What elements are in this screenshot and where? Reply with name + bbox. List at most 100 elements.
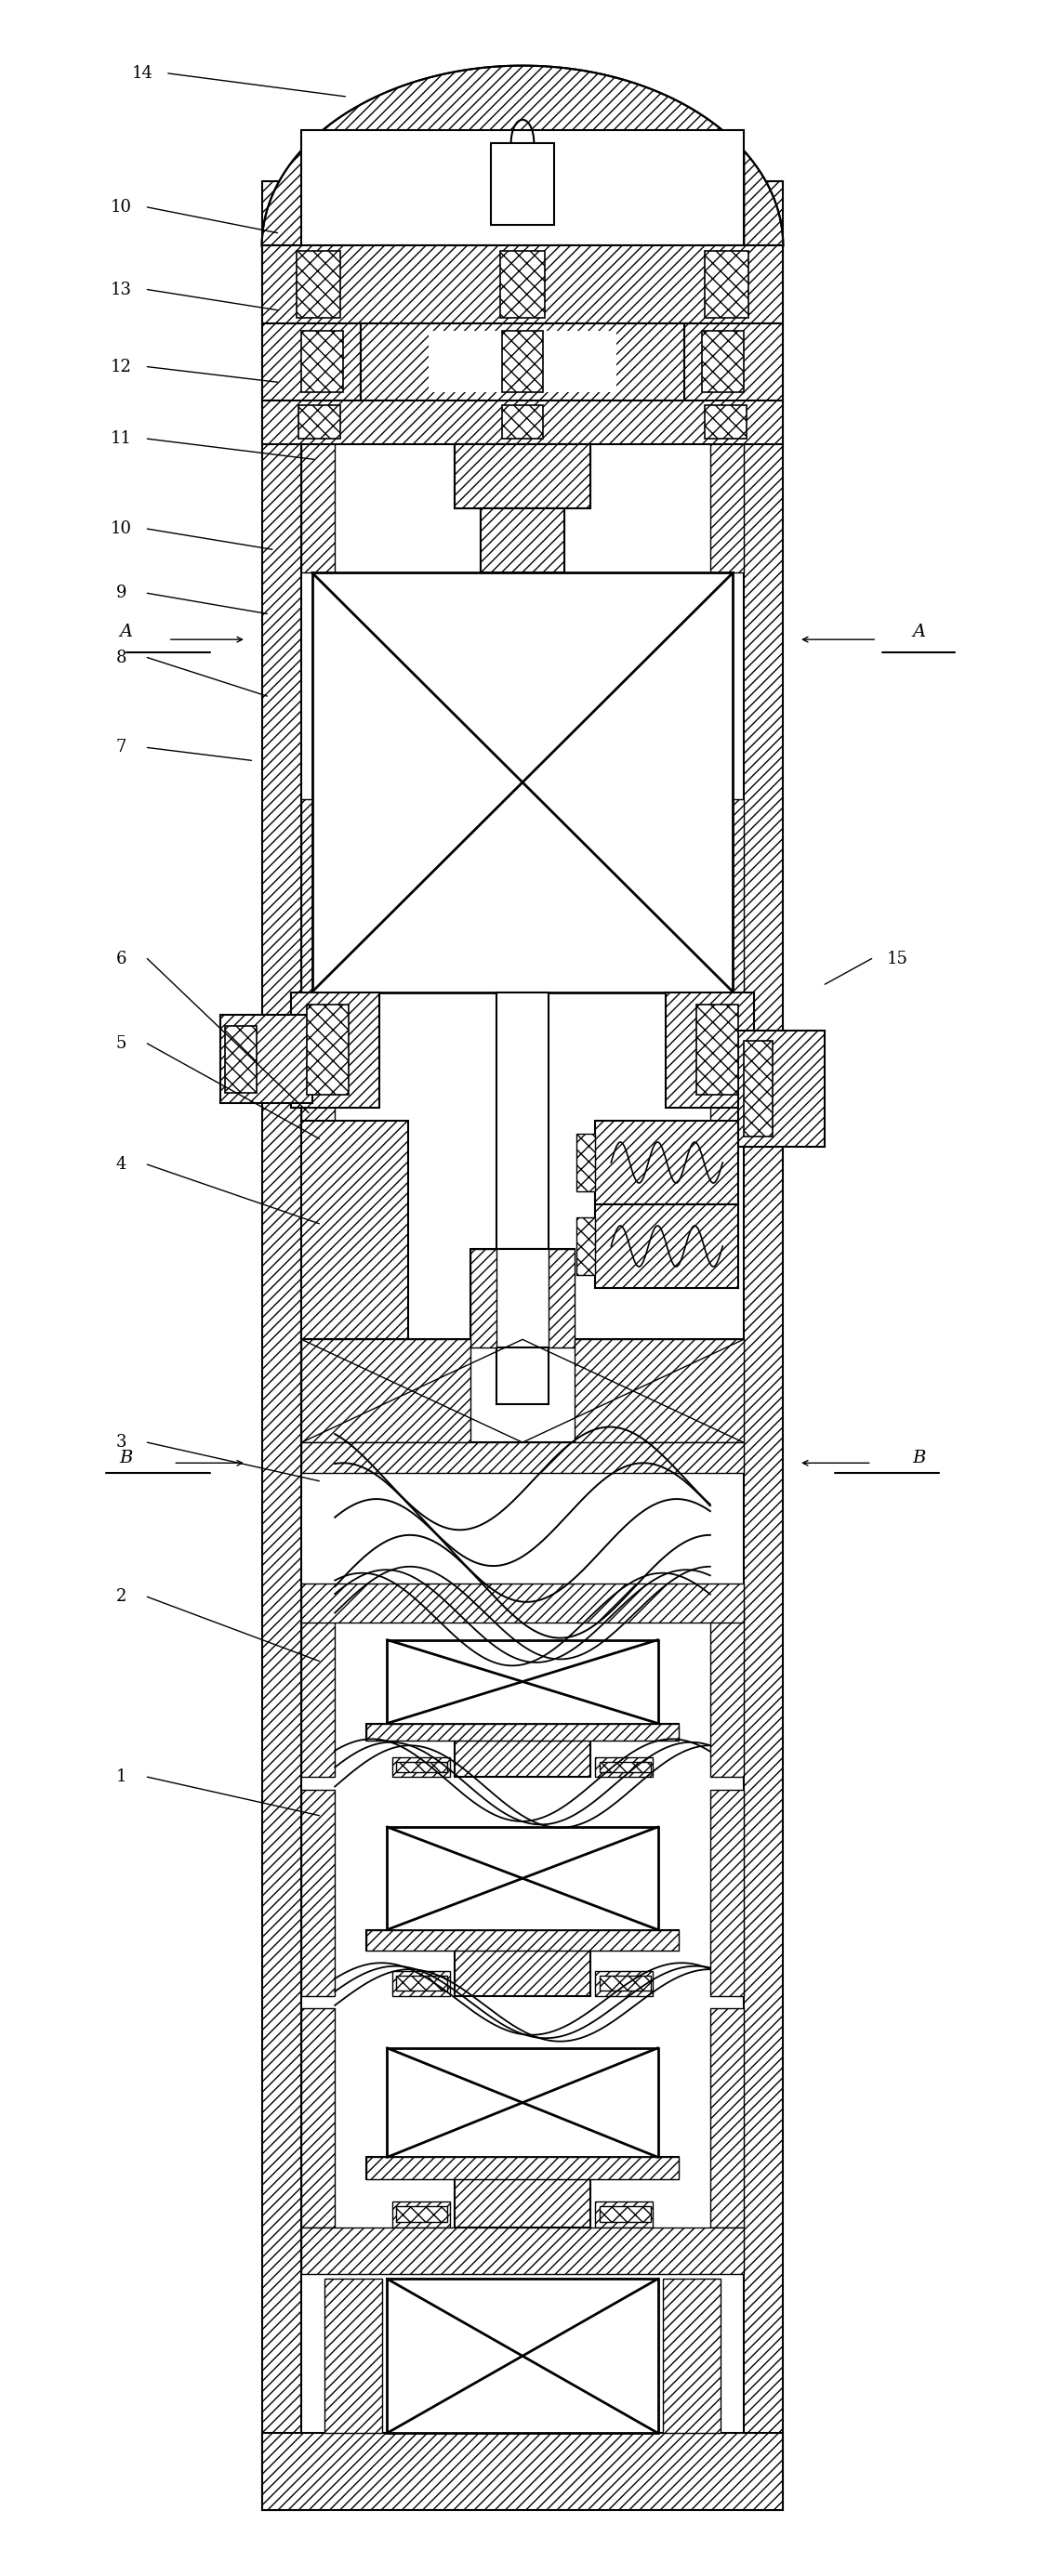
Bar (470, 1249, 575, 1347)
Text: 12: 12 (111, 358, 132, 376)
Bar (496, 992, 549, 1249)
Bar (596, 1757, 653, 1777)
Bar (366, 2156, 679, 2179)
Text: 9: 9 (116, 585, 126, 603)
Bar (302, 149, 334, 399)
Bar (481, 507, 564, 572)
Bar (307, 1005, 348, 1095)
Bar (491, 142, 554, 224)
Bar (299, 404, 340, 438)
Bar (302, 1584, 743, 1623)
Bar (302, 2009, 334, 2228)
Bar (502, 404, 543, 438)
Bar (396, 1762, 447, 1772)
Bar (226, 1025, 257, 1092)
Bar (366, 1929, 679, 1950)
Bar (577, 1133, 596, 1193)
Bar (711, 149, 743, 399)
Bar (455, 443, 590, 507)
Bar (396, 2205, 447, 2223)
Bar (549, 1249, 575, 1347)
Bar (743, 1041, 772, 1136)
Bar (600, 1976, 651, 1991)
Bar (455, 443, 590, 507)
Bar (575, 1340, 743, 1443)
Bar (387, 2048, 658, 2156)
Bar (502, 330, 543, 392)
Bar (711, 799, 743, 1121)
Bar (262, 245, 783, 322)
Bar (392, 1971, 449, 1996)
Text: B: B (120, 1450, 133, 1466)
Bar (302, 152, 334, 572)
Bar (470, 1249, 496, 1347)
Bar (387, 2280, 658, 2434)
Bar (302, 799, 334, 1121)
Text: A: A (912, 623, 925, 641)
Bar (596, 2200, 653, 2228)
Bar (302, 1340, 470, 1443)
Bar (366, 1929, 679, 1950)
Bar (361, 322, 684, 399)
Bar (481, 507, 564, 572)
Text: B: B (912, 1450, 925, 1466)
Bar (297, 250, 340, 317)
Bar (428, 330, 617, 392)
Text: 13: 13 (111, 281, 132, 299)
Bar (262, 322, 361, 399)
Bar (302, 1340, 743, 1443)
Bar (302, 2228, 743, 2275)
Bar (387, 1641, 658, 1723)
Text: 1: 1 (116, 1770, 126, 1785)
Bar (366, 1723, 679, 1741)
Bar (262, 399, 783, 443)
Bar (711, 152, 743, 572)
Bar (596, 1121, 738, 1206)
Text: 3: 3 (116, 1435, 126, 1450)
Bar (302, 330, 343, 392)
Text: A: A (120, 623, 133, 641)
Bar (702, 330, 743, 392)
Bar (455, 2179, 590, 2228)
Bar (711, 2009, 743, 2228)
Bar (743, 180, 783, 2512)
Text: 2: 2 (116, 1589, 126, 1605)
Bar (311, 572, 734, 992)
Bar (324, 2280, 381, 2434)
Bar (220, 1015, 311, 1103)
Bar (455, 1741, 590, 1777)
Bar (666, 992, 753, 1108)
Bar (302, 1443, 743, 1473)
Bar (705, 404, 746, 438)
Polygon shape (262, 64, 783, 245)
Bar (392, 2200, 449, 2228)
Bar (302, 1121, 408, 1340)
Text: 4: 4 (116, 1157, 126, 1172)
Bar (664, 2280, 721, 2434)
Text: 10: 10 (111, 520, 132, 538)
Bar (392, 1757, 449, 1777)
Bar (455, 1950, 590, 1996)
Bar (496, 1347, 549, 1404)
Bar (711, 1610, 743, 1777)
Text: 5: 5 (116, 1036, 126, 1051)
Bar (596, 1971, 653, 1996)
Bar (302, 1790, 334, 1996)
Text: 11: 11 (111, 430, 132, 448)
Bar (697, 1005, 738, 1095)
Bar (366, 2156, 679, 2179)
Text: 7: 7 (116, 739, 126, 755)
Bar (738, 1030, 825, 1146)
Bar (600, 1762, 651, 1772)
Bar (366, 1723, 679, 1741)
Bar (600, 2205, 651, 2223)
Bar (387, 1826, 658, 1929)
Text: 14: 14 (132, 64, 153, 82)
Bar (302, 129, 743, 245)
Text: 8: 8 (116, 649, 126, 665)
Text: 6: 6 (116, 951, 126, 966)
Bar (596, 1206, 738, 1288)
Bar (577, 1218, 596, 1275)
Bar (705, 250, 748, 317)
Bar (396, 1976, 447, 1991)
